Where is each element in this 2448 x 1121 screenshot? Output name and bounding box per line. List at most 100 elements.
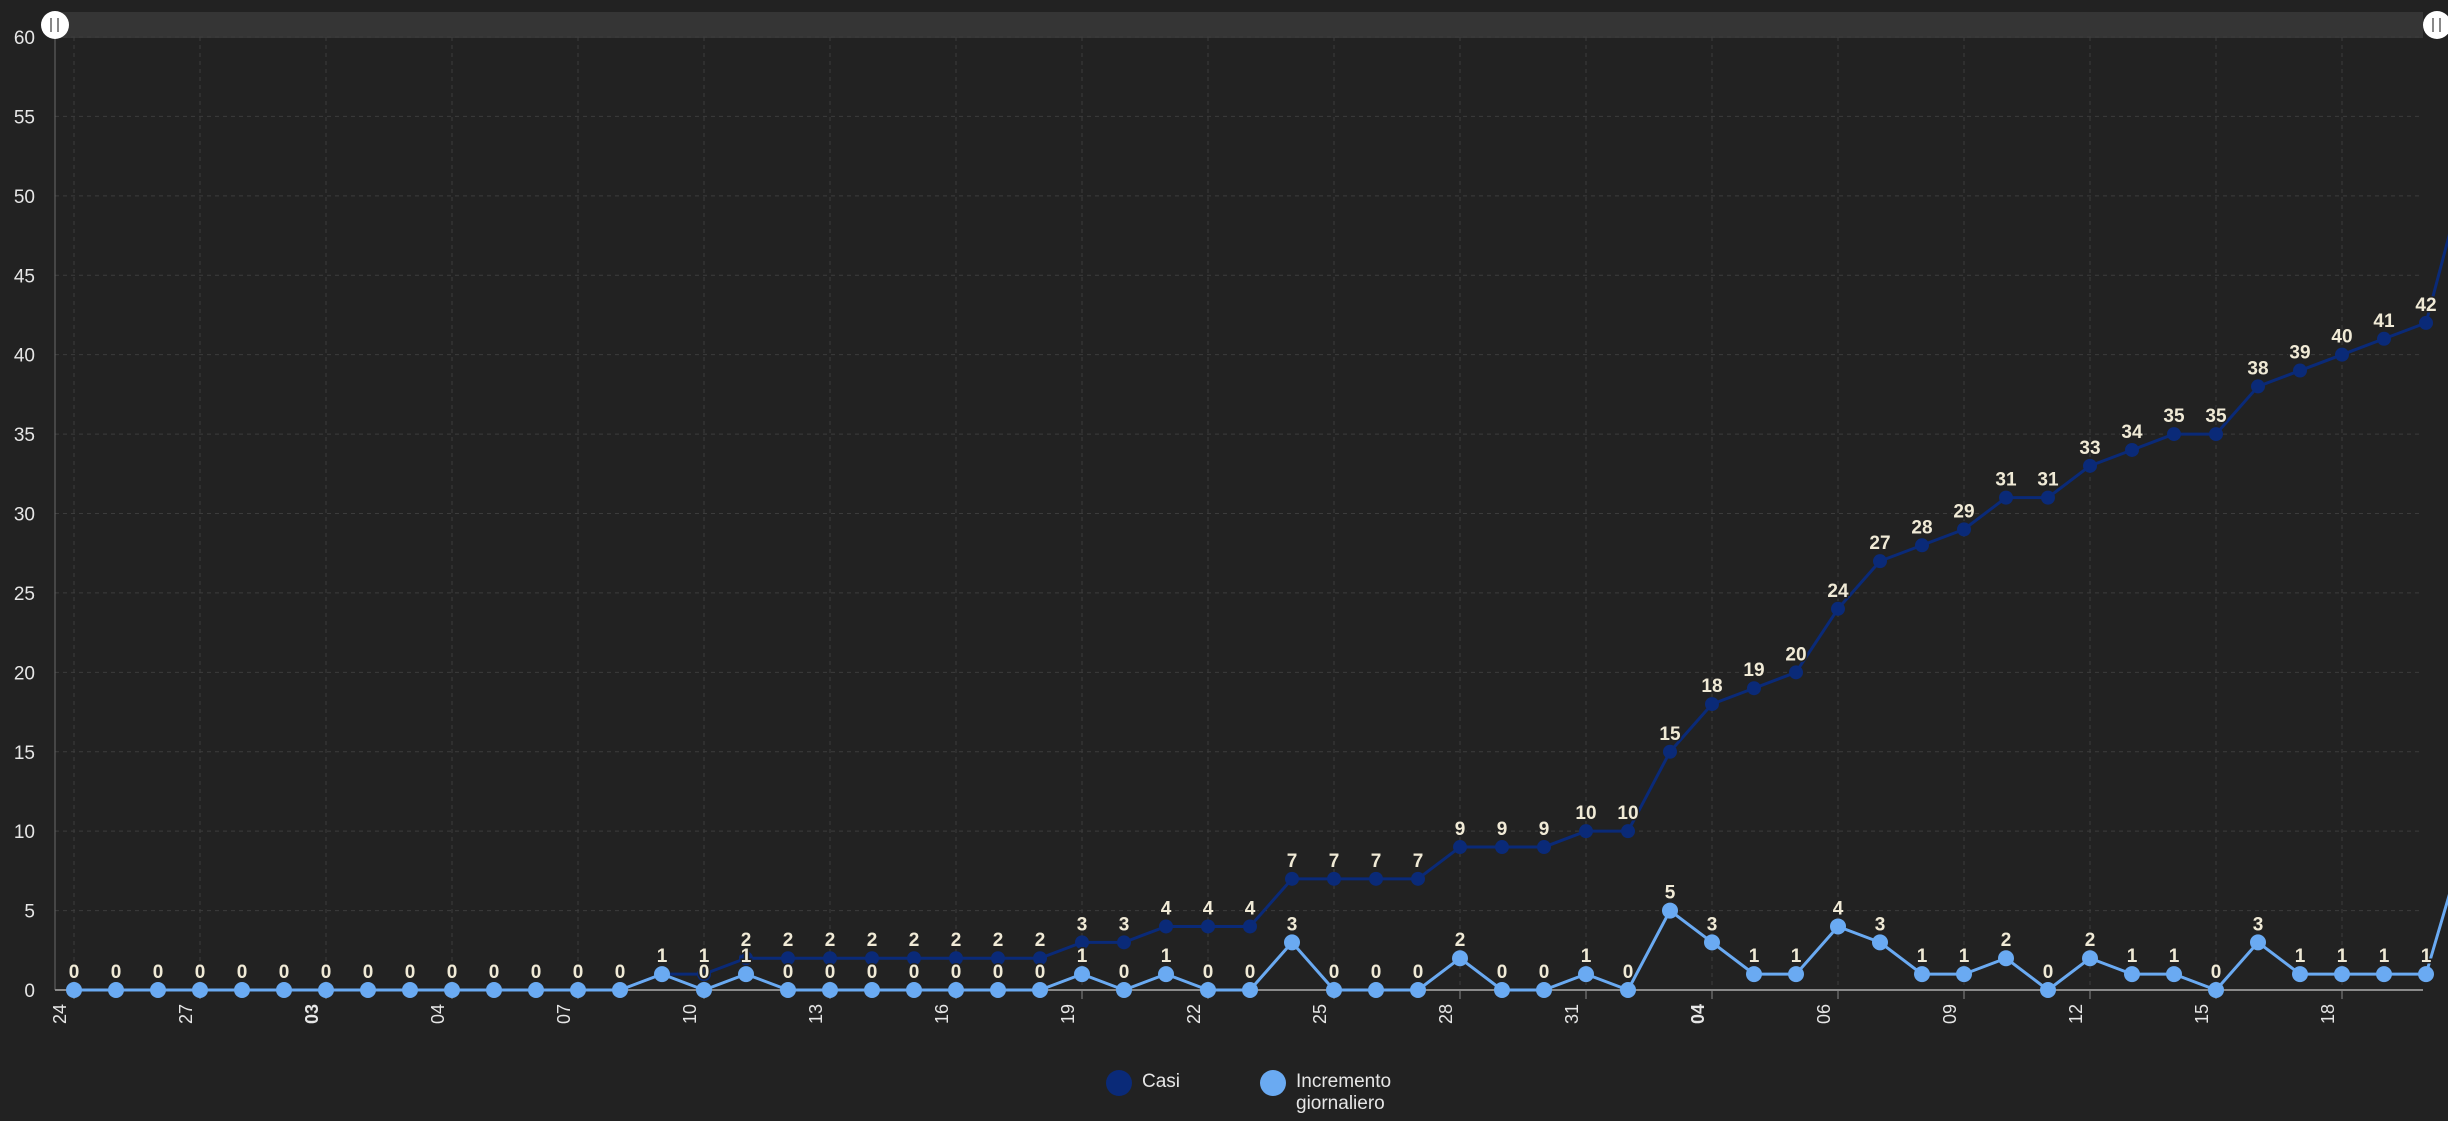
data-point-incremento — [2292, 966, 2308, 983]
data-label-incremento: 0 — [1623, 962, 1634, 983]
y-tick-label: 35 — [14, 425, 35, 446]
scrollbar-track[interactable] — [55, 12, 2423, 38]
data-label-casi: 1 — [657, 946, 668, 967]
data-point-incremento — [906, 982, 922, 998]
data-point-incremento — [234, 982, 250, 998]
data-label-casi: 3 — [1077, 914, 1088, 935]
x-tick-label: 24 — [50, 1004, 70, 1024]
data-point-casi — [2083, 458, 2097, 473]
data-point-casi — [2293, 363, 2307, 378]
data-label-incremento: 0 — [615, 962, 626, 983]
data-point-casi — [823, 951, 837, 966]
data-label-incremento: 0 — [111, 962, 122, 983]
data-label-casi: 35 — [2163, 406, 2185, 427]
data-point-incremento — [1242, 982, 1258, 998]
data-point-incremento — [2040, 982, 2056, 998]
data-label-casi: 2 — [783, 930, 794, 951]
data-point-incremento — [276, 982, 292, 998]
data-point-incremento — [1494, 982, 1510, 998]
data-label-casi: 2 — [951, 930, 962, 951]
data-label-casi: 15 — [1659, 724, 1681, 745]
data-label-incremento: 3 — [1287, 914, 1298, 935]
data-label-incremento: 0 — [573, 962, 584, 983]
y-tick-label: 50 — [14, 187, 35, 208]
data-label-incremento: 0 — [321, 962, 332, 983]
data-label-incremento: 1 — [2421, 946, 2432, 967]
x-tick-label: 22 — [1184, 1004, 1204, 1024]
x-tick-label: 16 — [932, 1004, 952, 1024]
data-point-incremento — [192, 982, 208, 998]
data-label-incremento: 0 — [195, 962, 206, 983]
data-label-incremento: 0 — [1245, 962, 1256, 983]
data-point-incremento — [948, 982, 964, 998]
data-point-incremento — [2418, 966, 2434, 983]
data-point-casi — [2041, 490, 2055, 505]
data-label-casi: 0 — [405, 962, 416, 983]
y-tick-label: 30 — [14, 505, 35, 526]
data-point-casi — [1159, 919, 1173, 934]
series-line-incremento — [74, 893, 2448, 992]
y-tick-label: 40 — [14, 346, 35, 367]
data-label-casi: 24 — [1827, 581, 1849, 602]
data-point-incremento — [1704, 934, 1720, 951]
scrollbar-handle-left[interactable] — [41, 11, 69, 39]
scrollbar-handle-right[interactable] — [2423, 11, 2448, 39]
data-label-casi: 2 — [1035, 930, 1046, 951]
data-point-casi — [1327, 871, 1341, 886]
legend-item-casi[interactable]: Casi — [1106, 1068, 1180, 1096]
data-label-incremento: 3 — [2253, 914, 2264, 935]
data-label-casi: 0 — [195, 962, 206, 983]
data-label-incremento: 0 — [237, 962, 248, 983]
data-point-incremento — [2124, 966, 2140, 983]
data-label-incremento: 0 — [153, 962, 164, 983]
data-point-incremento — [150, 982, 166, 998]
data-point-incremento — [696, 982, 712, 998]
data-point-incremento — [1956, 966, 1972, 983]
data-label-incremento: 1 — [2127, 946, 2138, 967]
data-label-casi: 2 — [825, 930, 836, 951]
data-label-incremento: 1 — [1581, 946, 1592, 967]
data-label-casi: 40 — [2331, 327, 2352, 348]
data-point-incremento — [822, 982, 838, 998]
data-label-incremento: 0 — [909, 962, 920, 983]
data-point-casi — [1873, 554, 1887, 569]
data-label-casi: 2 — [867, 930, 878, 951]
data-label-casi: 39 — [2289, 343, 2310, 364]
data-point-casi — [1453, 840, 1467, 855]
data-label-casi: 1 — [699, 946, 710, 967]
data-label-incremento: 1 — [1917, 946, 1928, 967]
y-tick-label: 25 — [14, 584, 35, 605]
data-label-incremento: 0 — [1203, 962, 1214, 983]
data-label-casi: 0 — [279, 962, 290, 983]
data-label-incremento: 2 — [1455, 930, 1466, 951]
legend-item-incremento[interactable]: Incremento giornaliero — [1260, 1068, 1406, 1115]
data-label-casi: 7 — [1413, 851, 1424, 872]
data-point-incremento — [570, 982, 586, 998]
data-point-incremento — [402, 982, 418, 998]
data-point-casi — [1831, 601, 1845, 616]
data-label-casi: 9 — [1455, 819, 1466, 840]
data-point-incremento — [528, 982, 544, 998]
data-point-incremento — [1200, 982, 1216, 998]
data-label-casi: 10 — [1617, 803, 1638, 824]
data-label-casi: 31 — [2037, 470, 2059, 491]
data-label-incremento: 0 — [993, 962, 1004, 983]
data-point-casi — [1705, 697, 1719, 712]
y-tick-label: 15 — [14, 743, 35, 764]
data-label-casi: 2 — [993, 930, 1004, 951]
data-label-incremento: 1 — [1959, 946, 1970, 967]
data-point-casi — [2377, 331, 2391, 346]
data-point-casi — [1117, 935, 1131, 950]
data-label-incremento: 1 — [2295, 946, 2306, 967]
data-label-incremento: 0 — [363, 962, 374, 983]
data-label-incremento: 1 — [2379, 946, 2390, 967]
data-label-incremento: 0 — [1413, 962, 1424, 983]
y-tick-label: 60 — [14, 28, 35, 49]
data-point-incremento — [108, 982, 124, 998]
data-point-incremento — [2166, 966, 2182, 983]
data-point-incremento — [1662, 902, 1678, 919]
data-label-casi: 27 — [1869, 533, 1890, 554]
data-point-casi — [2251, 379, 2265, 394]
